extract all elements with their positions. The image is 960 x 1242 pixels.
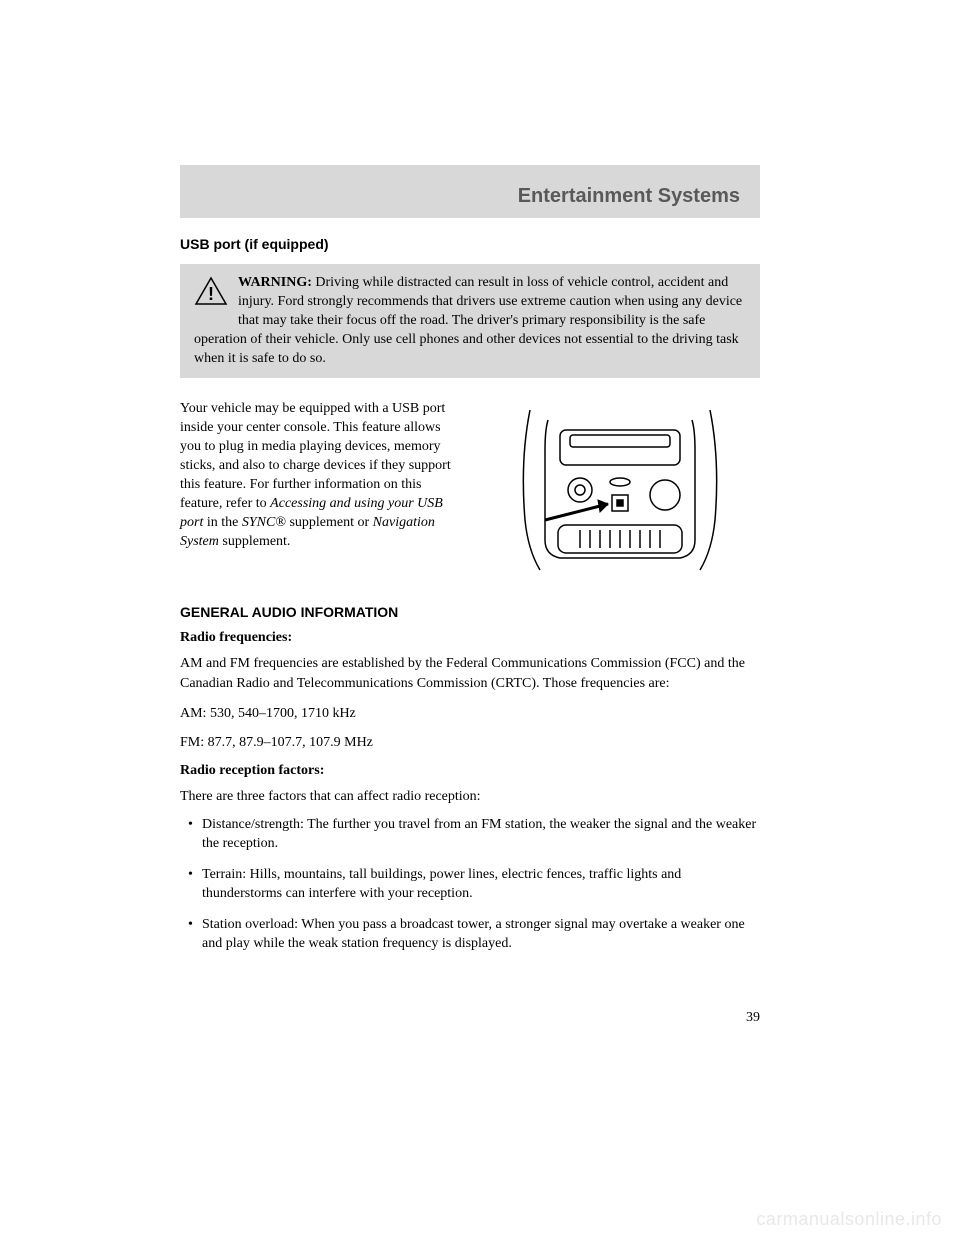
reception-intro: There are three factors that can affect … [180,787,760,807]
list-item: Terrain: Hills, mountains, tall building… [180,866,760,904]
list-item: Station overload: When you pass a broadc… [180,916,760,954]
am-frequencies: AM: 530, 540–1700, 1710 kHz [180,704,760,724]
svg-text:!: ! [208,284,214,304]
freq-intro-text: AM and FM frequencies are established by… [180,654,760,693]
section-header-banner: Entertainment Systems [180,165,760,218]
warning-text: WARNING: Driving while distracted can re… [194,275,742,366]
fm-frequencies: FM: 87.7, 87.9–107.7, 107.9 MHz [180,733,760,753]
warning-box: ! WARNING: Driving while distracted can … [180,264,760,378]
page-number: 39 [746,1010,760,1026]
watermark-text: carmanualsonline.info [756,1209,942,1230]
list-item: Distance/strength: The further you trave… [180,816,760,854]
section-title: Entertainment Systems [200,185,740,208]
radio-freq-heading: Radio frequencies: [180,630,760,646]
warning-triangle-icon: ! [194,276,228,313]
reception-bullets: Distance/strength: The further you trave… [180,816,760,953]
reception-heading: Radio reception factors: [180,763,760,779]
console-diagram [479,400,760,580]
usb-heading: USB port (if equipped) [180,236,760,252]
general-audio-heading: GENERAL AUDIO INFORMATION [180,604,760,620]
warning-label: WARNING: [238,275,312,290]
usb-body-text: Your vehicle may be equipped with a USB … [180,400,461,580]
